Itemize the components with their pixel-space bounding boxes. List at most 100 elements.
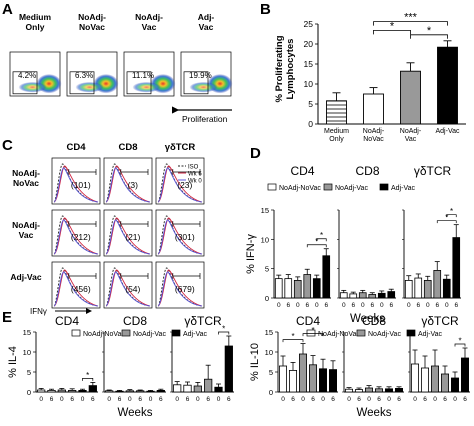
x-tick-label: 6	[397, 396, 401, 403]
histogram-wk6-curve	[157, 165, 203, 203]
bar	[410, 363, 419, 393]
x-tick-label: 6	[423, 396, 427, 403]
bar	[146, 390, 155, 393]
histogram-mfi-label: (212)	[71, 232, 91, 242]
panel-letter-d: D	[250, 145, 261, 162]
x-tick-label: 0	[407, 302, 411, 309]
bar	[125, 390, 134, 393]
y-tick-label: 0	[269, 388, 273, 397]
bar	[224, 345, 233, 393]
bar	[68, 389, 77, 393]
x-category-label: Adj-Vac	[436, 128, 460, 135]
legend-label: NoAdj-Vac	[133, 331, 166, 338]
bar	[115, 390, 124, 393]
legend-label: NoAdj-NoVac	[279, 185, 321, 192]
x-tick-label: 0	[81, 396, 85, 403]
histogram-wk0-curve	[105, 219, 151, 255]
significance-bracket	[373, 21, 448, 26]
legend-swatch	[306, 329, 316, 337]
significance-bracket	[282, 339, 304, 343]
significance-label: ***	[404, 12, 418, 24]
x-tick-label: 6	[324, 302, 328, 309]
y-tick-label: 10	[265, 348, 273, 357]
bar	[105, 390, 114, 393]
subplot-title: γδTCR	[184, 314, 222, 328]
y-tick-label: 15	[304, 59, 314, 69]
bar	[173, 384, 182, 393]
histogram-iso-curve	[105, 267, 151, 307]
flow-group-label: Adj-Vac	[198, 12, 215, 32]
significance-label: *	[458, 337, 461, 346]
x-tick-label: 0	[342, 302, 346, 309]
x-tick-label: 6	[305, 302, 309, 309]
y-tick-label: 5	[265, 265, 269, 274]
x-tick-label: 0	[196, 396, 200, 403]
x-tick-label: 6	[351, 302, 355, 309]
histogram-iso-curve	[157, 267, 203, 307]
histogram-mfi-label: (101)	[71, 180, 91, 190]
bar	[377, 292, 386, 299]
x-tick-label: 6	[91, 396, 95, 403]
flow-percent-label: 4.2%	[18, 71, 36, 80]
histogram-iso-curve	[105, 215, 151, 255]
bar	[326, 100, 347, 125]
significance-bracket	[446, 214, 457, 218]
proliferation-label: Proliferation	[182, 114, 228, 124]
flow-density-tail	[18, 81, 47, 93]
bar	[368, 294, 377, 299]
bar	[193, 385, 202, 393]
y-tick-label: 0	[308, 119, 313, 129]
histogram-row-label: NoAdj-NoVac	[12, 168, 40, 188]
flow-group-label: NoAdj-NoVac	[78, 12, 106, 32]
bar	[384, 388, 393, 393]
x-tick-label: 6	[227, 396, 231, 403]
bar	[274, 278, 283, 299]
bar	[400, 70, 421, 125]
x-tick-label: 0	[175, 396, 179, 403]
x-tick-label: 6	[454, 302, 458, 309]
bar	[214, 386, 223, 393]
x-tick-label: 0	[277, 302, 281, 309]
histogram-iso-curve	[157, 163, 203, 203]
bar	[328, 369, 337, 393]
panel-e-il10-chart: NoAdj-NoVac NoAdj-Vac Adj-Vac % IL-10 CD4 0 5 1…	[249, 314, 470, 419]
panel-c-histograms: CD4 CD8 γδTCR NoAdj-NoVac (101) (3) (23) NoAdj-…	[10, 142, 205, 316]
histogram-column-title: γδTCR	[165, 142, 196, 153]
x-tick-label: 0	[367, 396, 371, 403]
legend-label: Adj-Vac	[391, 185, 415, 192]
histogram-mfi-label: (23)	[177, 180, 192, 190]
flow-gate	[12, 71, 38, 95]
x-tick-label: 0	[281, 396, 285, 403]
flow-gate	[126, 71, 152, 95]
histogram-mfi-label: (3)	[128, 180, 139, 190]
x-category-label: NoAdj-Vac	[400, 128, 422, 143]
x-tick-label: 0	[387, 396, 391, 403]
histogram-wk0-curve	[157, 271, 203, 307]
significance-bracket	[218, 331, 230, 335]
bar	[394, 387, 403, 393]
significance-label: *	[320, 231, 323, 240]
bar	[344, 388, 353, 393]
x-tick-label: 6	[70, 396, 74, 403]
bar	[339, 292, 348, 299]
bar	[293, 279, 302, 299]
x-tick-label: 6	[357, 396, 361, 403]
y-tick-label: 15	[265, 328, 273, 337]
panel-a-flow-plots: Medium Only 4.2% NoAdj-NoVac 6.3% NoAdj-Vac 11…	[9, 12, 233, 124]
histogram-wk6-curve	[157, 217, 203, 255]
legend-label: Wk 6	[188, 172, 202, 178]
x-category-label: NoAdj-NoVac	[363, 128, 385, 143]
flow-gate	[183, 71, 209, 95]
flow-percent-label: 11.1%	[132, 71, 154, 80]
significance-label: *	[390, 20, 395, 32]
bar	[156, 389, 165, 393]
histogram-column-title: CD8	[118, 142, 137, 153]
histogram-column-title: CD4	[66, 142, 86, 153]
legend-swatch	[379, 183, 389, 191]
y-axis-label: % IL-10	[249, 343, 261, 381]
histogram-iso-curve	[53, 163, 99, 203]
x-tick-label: 6	[435, 302, 439, 309]
bar	[358, 292, 367, 299]
bar	[450, 377, 459, 393]
x-tick-label: 0	[296, 302, 300, 309]
